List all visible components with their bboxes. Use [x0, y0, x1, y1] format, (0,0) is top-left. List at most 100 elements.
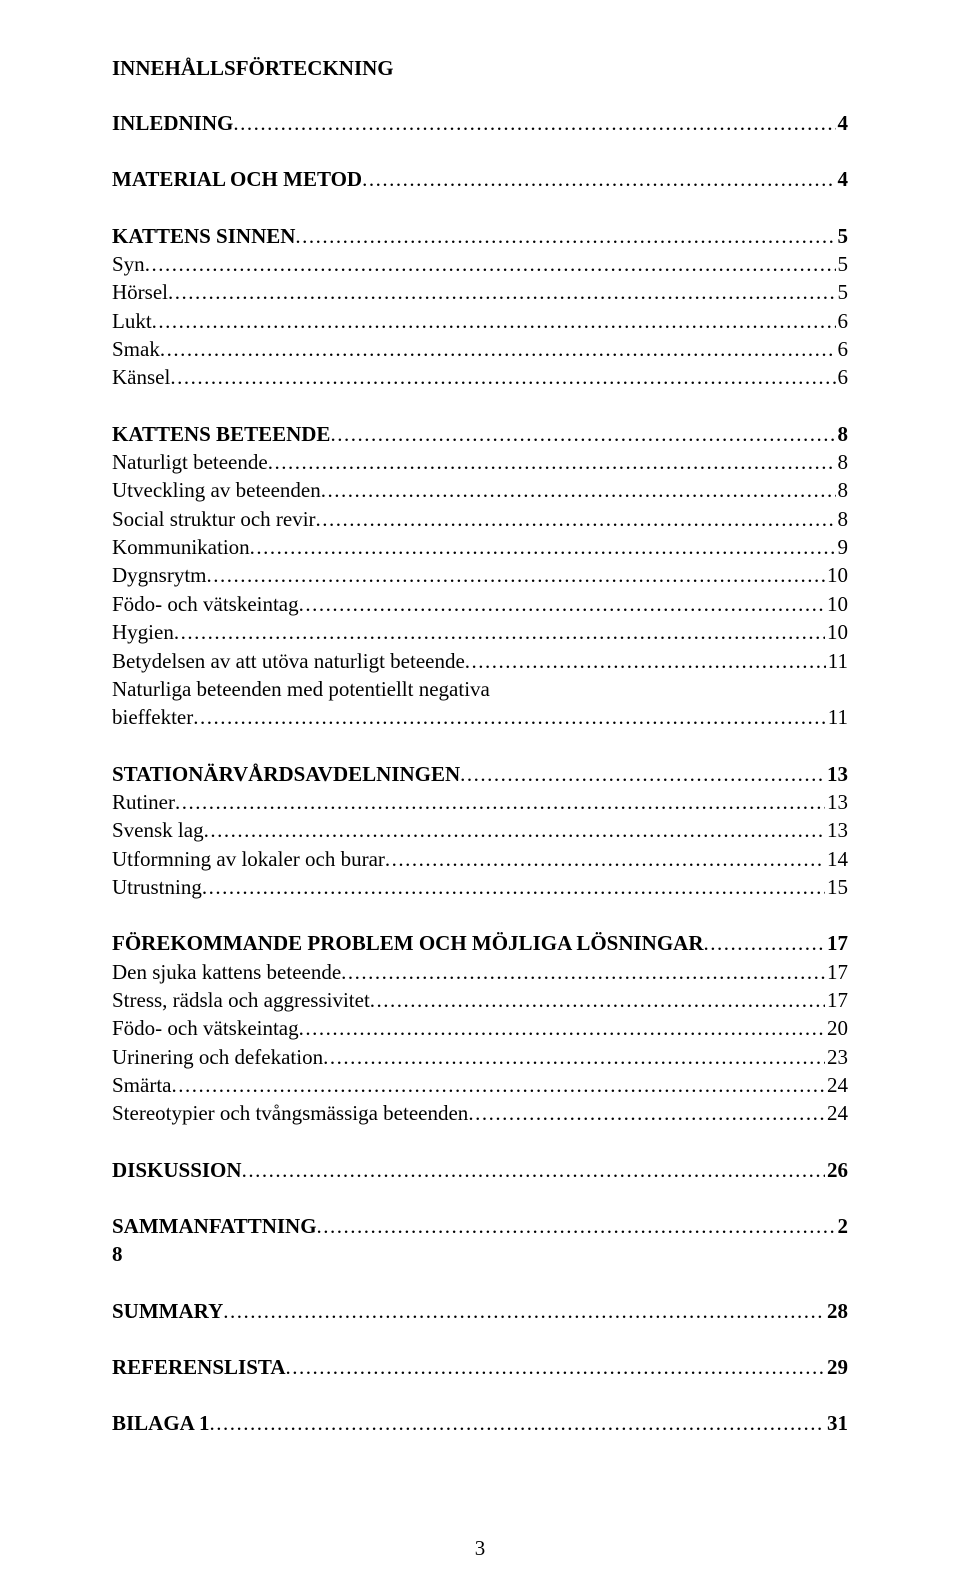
toc-page: 5 — [836, 278, 849, 306]
toc-row-sjuka: Den sjuka kattens beteende 17 — [112, 958, 848, 986]
toc-group-sammanfattning: SAMMANFATTNING 2 8 — [112, 1212, 848, 1269]
toc-row-summary: SUMMARY 28 — [112, 1297, 848, 1325]
toc-row-diskussion: DISKUSSION 26 — [112, 1156, 848, 1184]
toc-label: Social struktur och revir — [112, 505, 316, 533]
toc-row-kattens-sinnen: KATTENS SINNEN 5 — [112, 222, 848, 250]
toc-group-summary: SUMMARY 28 — [112, 1297, 848, 1325]
toc-row-naturligt: Naturligt beteende 8 — [112, 448, 848, 476]
toc-group-bilaga: BILAGA 1 31 — [112, 1409, 848, 1437]
toc-label: MATERIAL OCH METOD — [112, 165, 362, 193]
toc-label: Födo- och vätskeintag — [112, 1014, 299, 1042]
toc-page: 20 — [825, 1014, 848, 1042]
toc-label: bieffekter — [112, 703, 193, 731]
toc-label: Utformning av lokaler och burar — [112, 845, 385, 873]
leader-dots — [362, 165, 835, 193]
toc-label: Betydelsen av att utöva naturligt beteen… — [112, 647, 465, 675]
toc-page: 4 — [836, 165, 849, 193]
toc-page: 23 — [825, 1043, 848, 1071]
toc-label: KATTENS SINNEN — [112, 222, 295, 250]
toc-page: 10 — [825, 590, 848, 618]
leader-dots — [460, 760, 825, 788]
toc-label: DISKUSSION — [112, 1156, 242, 1184]
toc-row-horsel: Hörsel 5 — [112, 278, 848, 306]
toc-row-inledning: INLEDNING 4 — [112, 109, 848, 137]
toc-page-part1: 2 — [836, 1212, 849, 1240]
leader-dots — [299, 1014, 825, 1042]
toc-label: Urinering och defekation — [112, 1043, 323, 1071]
leader-dots — [299, 590, 825, 618]
toc-label: Lukt — [112, 307, 152, 335]
toc-page: 6 — [836, 307, 849, 335]
toc-label: Svensk lag — [112, 816, 204, 844]
toc-label: BILAGA 1 — [112, 1409, 209, 1437]
toc-row-utrustning: Utrustning 15 — [112, 873, 848, 901]
toc-row-lukt: Lukt 6 — [112, 307, 848, 335]
toc-label: KATTENS BETEENDE — [112, 420, 330, 448]
toc-row-utformning: Utformning av lokaler och burar 14 — [112, 845, 848, 873]
toc-row-stereotypier: Stereotypier och tvångsmässiga beteenden… — [112, 1099, 848, 1127]
toc-page: 29 — [825, 1353, 848, 1381]
toc-page: 11 — [826, 703, 848, 731]
toc-row-fodo-2: Födo- och vätskeintag 20 — [112, 1014, 848, 1042]
toc-row-kommunikation: Kommunikation 9 — [112, 533, 848, 561]
toc-row-sammanfattning: SAMMANFATTNING 2 — [112, 1212, 848, 1240]
toc-row-kansel: Känsel 6 — [112, 363, 848, 391]
leader-dots — [250, 533, 836, 561]
toc-group-kattens-beteende: KATTENS BETEENDE 8 Naturligt beteende 8 … — [112, 420, 848, 732]
toc-row-svensk-lag: Svensk lag 13 — [112, 816, 848, 844]
toc-page: 13 — [825, 788, 848, 816]
toc-page: 17 — [825, 986, 848, 1014]
toc-label: Smak — [112, 335, 160, 363]
leader-dots — [207, 561, 826, 589]
toc-row-utveckling: Utveckling av beteenden 8 — [112, 476, 848, 504]
toc-page: 24 — [825, 1099, 848, 1127]
leader-dots — [193, 703, 826, 731]
leader-dots — [171, 1071, 825, 1099]
toc-label: SUMMARY — [112, 1297, 223, 1325]
toc-label: Födo- och vätskeintag — [112, 590, 299, 618]
toc-page: 5 — [836, 222, 849, 250]
toc-page: 17 — [825, 929, 848, 957]
toc-row-kattens-beteende: KATTENS BETEENDE 8 — [112, 420, 848, 448]
toc-row-smarta: Smärta 24 — [112, 1071, 848, 1099]
toc-row-syn: Syn 5 — [112, 250, 848, 278]
leader-dots — [330, 420, 835, 448]
toc-page: 13 — [825, 760, 848, 788]
toc-row-referenslista: REFERENSLISTA 29 — [112, 1353, 848, 1381]
toc-row-bilaga: BILAGA 1 31 — [112, 1409, 848, 1437]
toc-page: 8 — [836, 420, 849, 448]
toc-label: Utrustning — [112, 873, 202, 901]
leader-dots — [174, 618, 825, 646]
toc-row-naturliga-wrap1: Naturliga beteenden med potentiellt nega… — [112, 675, 848, 703]
footer-page-number: 3 — [0, 1536, 960, 1561]
leader-dots — [370, 986, 825, 1014]
toc-row-fodo-1: Födo- och vätskeintag 10 — [112, 590, 848, 618]
leader-dots — [233, 109, 835, 137]
toc-label: Hörsel — [112, 278, 168, 306]
toc-group-material: MATERIAL OCH METOD 4 — [112, 165, 848, 193]
toc-group-kattens-sinnen: KATTENS SINNEN 5 Syn 5 Hörsel 5 Lukt 6 S… — [112, 222, 848, 392]
leader-dots — [341, 958, 825, 986]
leader-dots — [465, 647, 826, 675]
toc-label: Rutiner — [112, 788, 175, 816]
toc-label: Den sjuka kattens beteende — [112, 958, 341, 986]
leader-dots — [385, 845, 825, 873]
toc-page: 6 — [836, 363, 849, 391]
toc-label: Kommunikation — [112, 533, 250, 561]
toc-row-material: MATERIAL OCH METOD 4 — [112, 165, 848, 193]
toc-page: 8 — [836, 476, 849, 504]
leader-dots — [168, 278, 836, 306]
leader-dots — [209, 1409, 825, 1437]
toc-label: INLEDNING — [112, 109, 233, 137]
leader-dots — [286, 1353, 826, 1381]
page-title: INNEHÅLLSFÖRTECKNING — [112, 56, 848, 81]
toc-page: 26 — [825, 1156, 848, 1184]
toc-row-smak: Smak 6 — [112, 335, 848, 363]
toc-row-hygien: Hygien 10 — [112, 618, 848, 646]
toc-group-diskussion: DISKUSSION 26 — [112, 1156, 848, 1184]
toc-page: 17 — [825, 958, 848, 986]
leader-dots — [175, 788, 825, 816]
toc-row-rutiner: Rutiner 13 — [112, 788, 848, 816]
toc-group-referenslista: REFERENSLISTA 29 — [112, 1353, 848, 1381]
toc-page: 11 — [826, 647, 848, 675]
